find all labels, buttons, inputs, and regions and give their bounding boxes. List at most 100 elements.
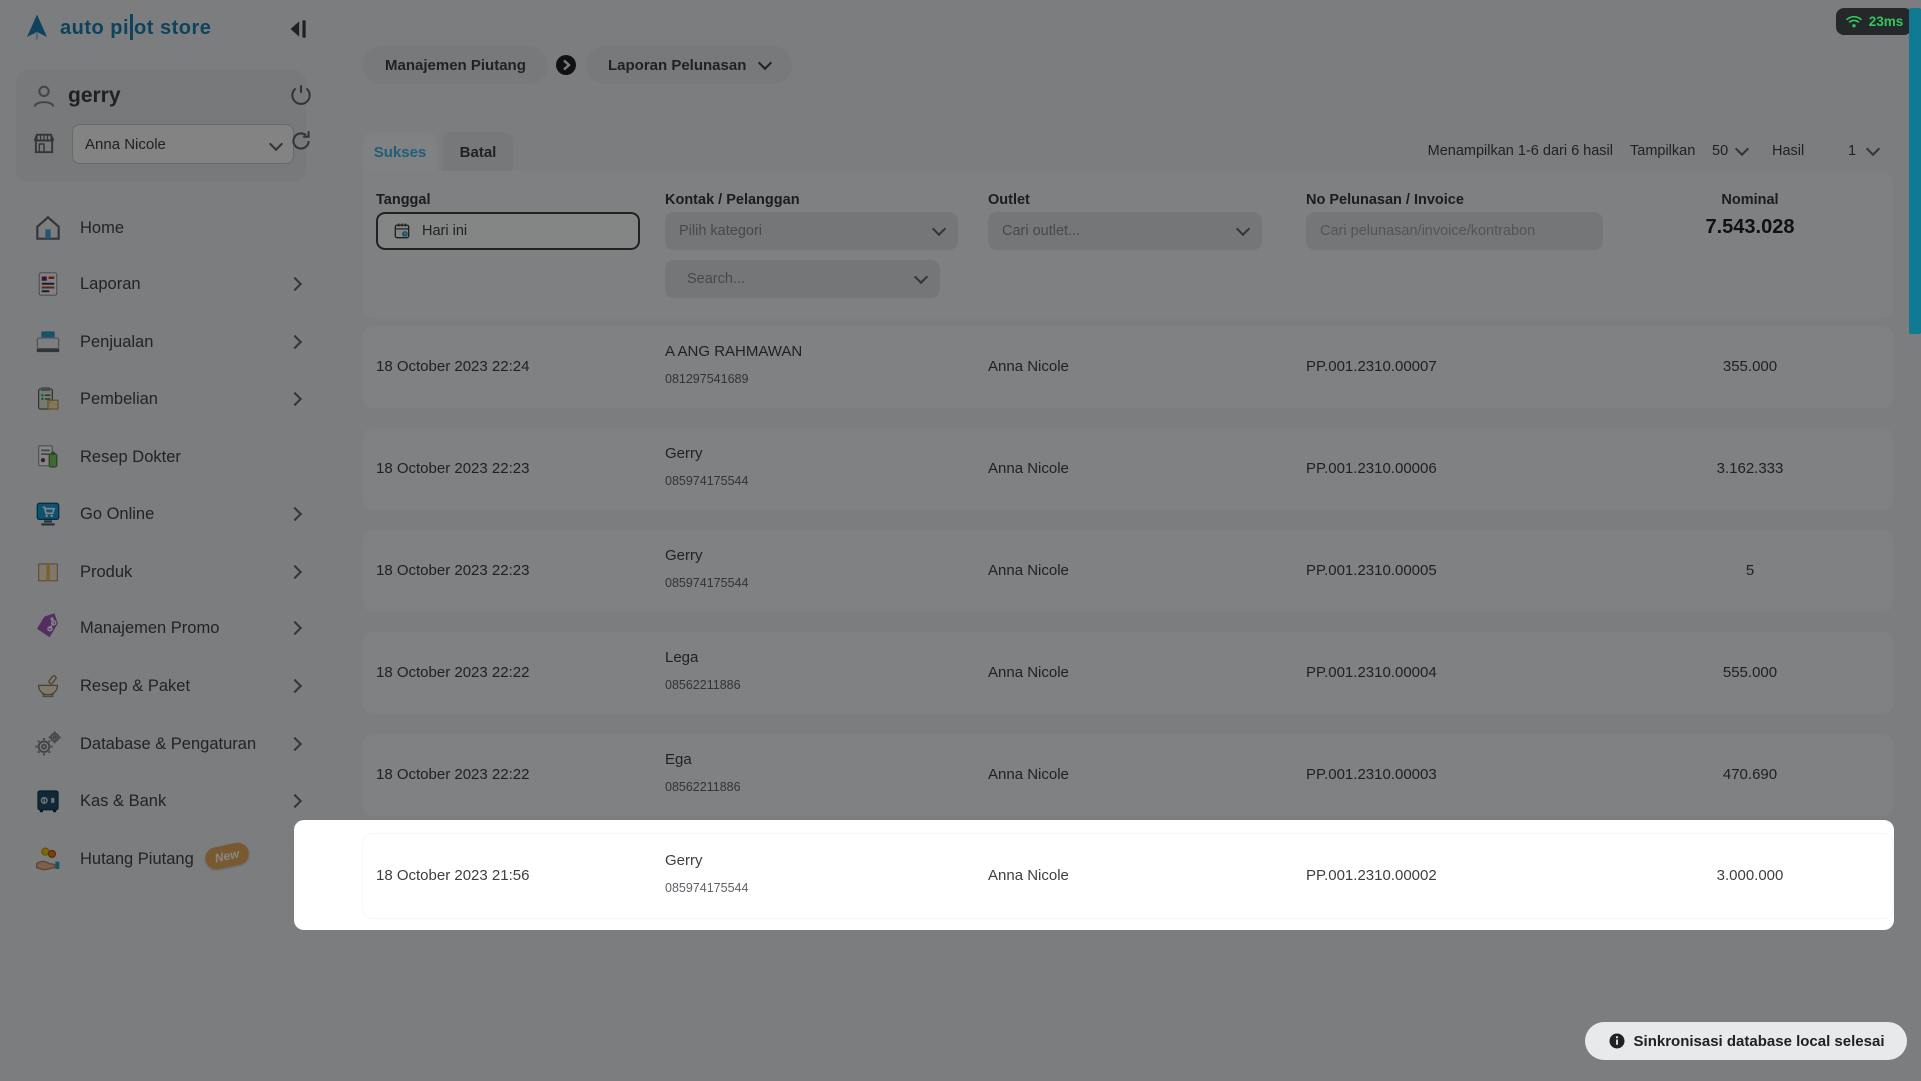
logo-caret bbox=[130, 14, 134, 40]
home-icon bbox=[30, 210, 66, 246]
row-contact-phone: 085974175544 bbox=[665, 474, 749, 488]
row-contact-phone: 081297541689 bbox=[665, 372, 749, 386]
table-row[interactable]: 18 October 2023 22:22 Ega 08562211886 An… bbox=[363, 734, 1893, 816]
promo-tag-icon bbox=[30, 610, 66, 646]
refresh-icon bbox=[292, 131, 310, 150]
sidebar-item-kas-bank[interactable]: Kas & Bank bbox=[0, 773, 318, 829]
app-logo: auto pi ot store bbox=[22, 12, 211, 42]
cash-register-icon bbox=[30, 324, 66, 360]
row-nominal: 3.162.333 bbox=[1716, 460, 1784, 477]
person-icon bbox=[33, 85, 55, 108]
report-icon bbox=[30, 266, 66, 302]
table-row-highlighted[interactable]: 18 October 2023 21:56 Gerry 085974175544… bbox=[363, 834, 1893, 918]
latency-badge: 23ms bbox=[1836, 8, 1912, 35]
product-box-icon bbox=[30, 554, 66, 590]
row-datetime: 18 October 2023 22:24 bbox=[376, 358, 530, 375]
logout-button[interactable] bbox=[288, 82, 314, 113]
row-contact-phone: 085974175544 bbox=[665, 576, 749, 590]
mortar-pestle-icon bbox=[30, 668, 66, 704]
row-outlet: Anna Nicole bbox=[988, 358, 1069, 375]
user-card: gerry Anna Nicole bbox=[16, 70, 311, 182]
sidebar-item-home[interactable]: Home bbox=[0, 200, 318, 256]
hasil-label: Hasil bbox=[1772, 143, 1805, 159]
row-nominal: 3.000.000 bbox=[1716, 867, 1784, 884]
row-datetime: 18 October 2023 22:23 bbox=[376, 562, 530, 579]
tampilkan-label: Tampilkan bbox=[1630, 143, 1696, 159]
row-outlet: Anna Nicole bbox=[988, 867, 1069, 884]
sidebar-item-manajemen-promo[interactable]: Manajemen Promo bbox=[0, 600, 318, 656]
row-nominal: 355.000 bbox=[1722, 358, 1778, 375]
sidebar-item-hutang-piutang[interactable]: Hutang Piutang bbox=[0, 831, 318, 887]
nominal-header-label: Nominal bbox=[1721, 192, 1779, 208]
sidebar-item-resep-paket[interactable]: Resep & Paket bbox=[0, 658, 318, 714]
invoice-label: No Pelunasan / Invoice bbox=[1306, 192, 1464, 208]
sidebar-item-resep-dokter[interactable]: Resep Dokter bbox=[0, 429, 318, 485]
row-nominal: 555.000 bbox=[1722, 664, 1778, 681]
sidebar-item-laporan[interactable]: Laporan bbox=[0, 256, 318, 312]
table-row[interactable]: 18 October 2023 22:24 A ANG RAHMAWAN 081… bbox=[363, 326, 1893, 408]
online-store-icon bbox=[30, 496, 66, 532]
row-nominal: 5 bbox=[1745, 562, 1755, 579]
hand-coins-icon bbox=[30, 841, 66, 877]
username: gerry bbox=[68, 84, 121, 107]
table-row[interactable]: 18 October 2023 22:22 Lega 08562211886 A… bbox=[363, 632, 1893, 714]
collapse-arrow-icon bbox=[290, 20, 306, 38]
date-filter-value: Hari ini bbox=[422, 223, 468, 239]
page-value: 1 bbox=[1848, 143, 1857, 159]
sidebar-collapse-button[interactable] bbox=[284, 16, 310, 47]
breadcrumb-arrow-icon bbox=[556, 55, 576, 75]
outlet-label: Outlet bbox=[988, 192, 1030, 208]
row-invoice-no: PP.001.2310.00004 bbox=[1306, 664, 1437, 681]
paper-plane-logo-icon bbox=[27, 14, 47, 40]
table-row[interactable]: 18 October 2023 22:23 Gerry 085974175544… bbox=[363, 428, 1893, 510]
sidebar-item-go-online[interactable]: Go Online bbox=[0, 486, 318, 542]
row-contact-name: Gerry bbox=[665, 852, 703, 869]
row-contact-phone: 08562211886 bbox=[665, 678, 741, 692]
kontak-category-select[interactable]: Pilih kategori bbox=[665, 212, 958, 250]
row-contact-phone: 085974175544 bbox=[665, 881, 749, 895]
row-invoice-no: PP.001.2310.00002 bbox=[1306, 867, 1437, 884]
row-datetime: 18 October 2023 22:23 bbox=[376, 460, 530, 477]
tanggal-label: Tanggal bbox=[376, 192, 431, 208]
store-icon bbox=[33, 133, 55, 154]
nominal-total: 7.543.028 bbox=[1705, 216, 1795, 238]
breadcrumb-laporan-pelunasan[interactable]: Laporan Pelunasan bbox=[586, 46, 793, 84]
page-select[interactable]: 1 bbox=[1848, 141, 1881, 159]
outlet-filter-select[interactable]: Cari outlet... bbox=[988, 212, 1262, 250]
row-invoice-no: PP.001.2310.00006 bbox=[1306, 460, 1437, 477]
power-icon bbox=[291, 85, 311, 105]
invoice-search-input[interactable]: Cari pelunasan/invoice/kontrabon bbox=[1306, 212, 1603, 250]
refresh-button[interactable] bbox=[288, 128, 314, 159]
outlet-select-value: Anna Nicole bbox=[85, 135, 166, 153]
tab-batal[interactable]: Batal bbox=[443, 132, 513, 172]
row-outlet: Anna Nicole bbox=[988, 562, 1069, 579]
sidebar-item-database-pengaturan[interactable]: Database & Pengaturan bbox=[0, 716, 318, 772]
date-filter-input[interactable]: Hari ini bbox=[376, 212, 640, 250]
toast-message: Sinkronisasi database local selesai bbox=[1633, 1032, 1885, 1050]
prescription-icon bbox=[30, 439, 66, 475]
page-size-value: 50 bbox=[1712, 143, 1729, 159]
row-invoice-no: PP.001.2310.00003 bbox=[1306, 766, 1437, 783]
sidebar: auto pi ot store gerry bbox=[0, 0, 318, 1081]
kontak-search-select[interactable]: Search... bbox=[665, 260, 940, 298]
kontak-label: Kontak / Pelanggan bbox=[665, 192, 800, 208]
breadcrumb-manajemen-piutang[interactable]: Manajemen Piutang bbox=[363, 46, 548, 84]
tab-sukses[interactable]: Sukses bbox=[363, 132, 437, 172]
row-nominal: 470.690 bbox=[1722, 766, 1778, 783]
row-datetime: 18 October 2023 22:22 bbox=[376, 766, 530, 783]
outlet-select[interactable]: Anna Nicole bbox=[72, 124, 294, 164]
sidebar-item-produk[interactable]: Produk bbox=[0, 544, 318, 600]
row-datetime: 18 October 2023 21:56 bbox=[376, 867, 530, 884]
sidebar-item-pembelian[interactable]: Pembelian bbox=[0, 371, 318, 427]
wifi-icon bbox=[1845, 15, 1862, 27]
purchase-note-icon bbox=[30, 381, 66, 417]
page-size-select[interactable]: 50 bbox=[1712, 141, 1750, 159]
row-invoice-no: PP.001.2310.00007 bbox=[1306, 358, 1437, 375]
sidebar-item-penjualan[interactable]: Penjualan bbox=[0, 314, 318, 370]
info-icon bbox=[1609, 1033, 1625, 1049]
scroll-edge-strip[interactable] bbox=[1909, 8, 1921, 334]
row-contact-name: Lega bbox=[665, 649, 699, 666]
table-row[interactable]: 18 October 2023 22:23 Gerry 085974175544… bbox=[363, 530, 1893, 612]
row-outlet: Anna Nicole bbox=[988, 664, 1069, 681]
